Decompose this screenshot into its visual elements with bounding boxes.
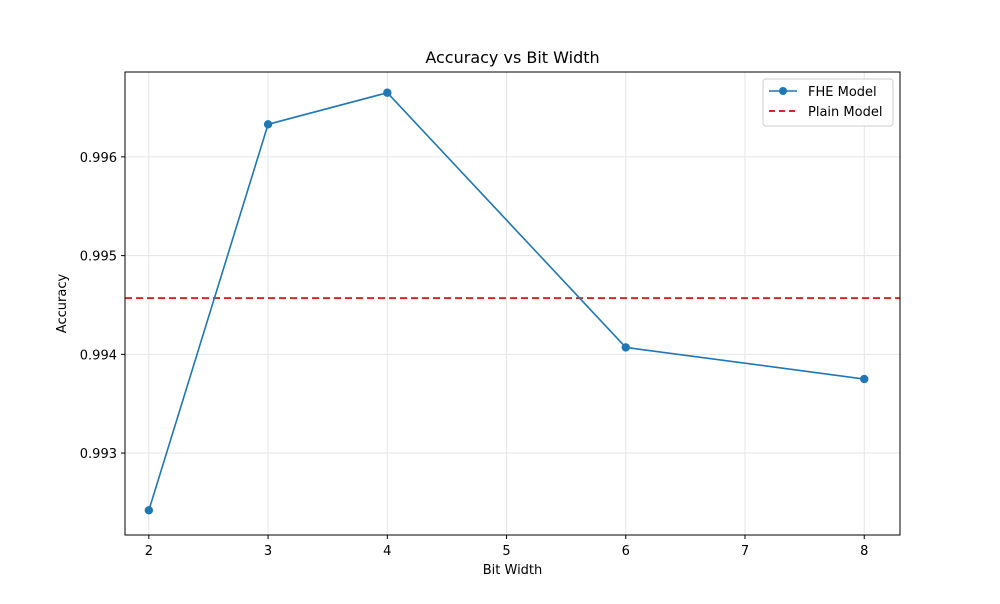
x-tick-label: 8 bbox=[860, 544, 868, 559]
x-tick-label: 6 bbox=[622, 544, 630, 559]
fhe-model-data-point bbox=[860, 374, 869, 384]
tick-layer: 2 3 4 5 6 7 8 0.993 0.994 0.995 0.996 bbox=[80, 151, 869, 559]
y-tick-label: 0.994 bbox=[80, 348, 117, 363]
x-axis-label: Bit Width bbox=[483, 563, 543, 578]
x-tick-label: 7 bbox=[741, 544, 749, 559]
fhe-model-data-point bbox=[263, 120, 273, 129]
plot-layer bbox=[125, 88, 900, 515]
y-axis-label: Accuracy bbox=[55, 274, 70, 334]
x-tick-label: 3 bbox=[264, 544, 272, 559]
y-tick-label: 0.996 bbox=[80, 151, 117, 166]
plot-frame bbox=[124, 71, 901, 536]
fhe-model-data-point bbox=[144, 506, 154, 515]
legend-label-fhe-model: FHE Model bbox=[808, 85, 877, 100]
legend-label-plain-model: Plain Model bbox=[808, 105, 882, 120]
fhe-model-data-point bbox=[621, 343, 630, 352]
y-tick-label: 0.993 bbox=[80, 447, 117, 462]
chart-title: Accuracy vs Bit Width bbox=[425, 48, 599, 67]
legend-marker-fhe-model bbox=[779, 87, 787, 95]
fhe-model-data-point bbox=[383, 88, 392, 97]
legend: FHE Model Plain Model bbox=[762, 78, 894, 127]
x-tick-label: 2 bbox=[145, 544, 153, 559]
x-tick-label: 4 bbox=[383, 544, 391, 559]
x-tick-label: 5 bbox=[502, 544, 510, 559]
y-tick-label: 0.995 bbox=[80, 250, 117, 265]
grid-layer bbox=[125, 72, 900, 535]
